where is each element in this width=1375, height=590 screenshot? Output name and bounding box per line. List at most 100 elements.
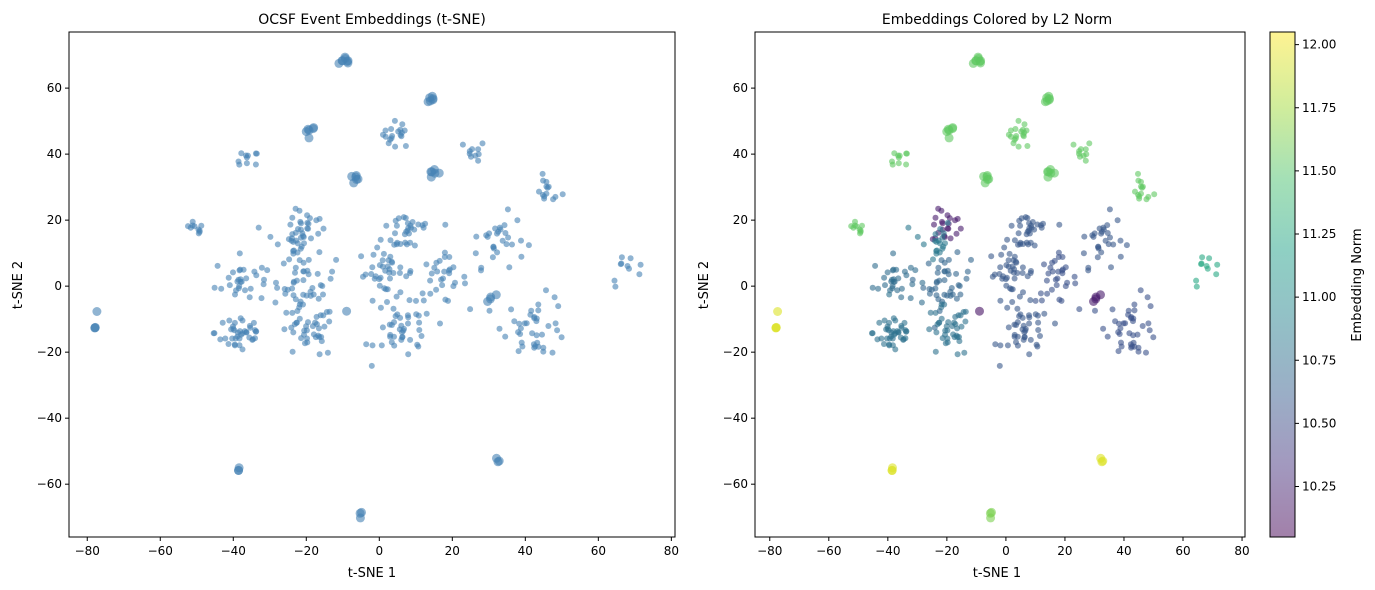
scatter-point bbox=[405, 225, 412, 232]
scatter-point bbox=[486, 307, 493, 314]
scatter-point bbox=[509, 241, 515, 248]
scatter-point bbox=[419, 290, 426, 297]
scatter-point bbox=[211, 284, 218, 291]
y-tick-label: 60 bbox=[733, 81, 748, 95]
scatter-point bbox=[1020, 241, 1026, 247]
left-y-axis: −60 −40 −20 0 20 40 60 bbox=[37, 81, 69, 491]
scatter-point bbox=[932, 309, 939, 316]
scatter-point bbox=[881, 274, 888, 281]
scatter-point bbox=[316, 334, 323, 340]
scatter-point bbox=[210, 330, 217, 337]
scatter-point bbox=[612, 283, 619, 290]
x-tick-label: 20 bbox=[445, 544, 460, 558]
scatter-point bbox=[883, 326, 890, 333]
scatter-point bbox=[218, 285, 225, 292]
scatter-point bbox=[1037, 333, 1043, 339]
x-tick-label: 80 bbox=[1234, 544, 1249, 558]
scatter-point bbox=[316, 215, 323, 222]
scatter-point bbox=[406, 230, 412, 237]
scatter-point bbox=[247, 285, 254, 292]
scatter-point bbox=[1014, 305, 1021, 312]
scatter-point bbox=[932, 285, 939, 292]
scatter-point bbox=[1086, 140, 1093, 147]
colorbar-label: Embedding Norm bbox=[1350, 228, 1365, 341]
scatter-point bbox=[1014, 270, 1021, 276]
scatter-point bbox=[933, 329, 940, 336]
scatter-point bbox=[467, 306, 474, 313]
scatter-point bbox=[240, 266, 247, 273]
scatter-point bbox=[329, 268, 336, 275]
right-plot-area bbox=[755, 32, 1245, 537]
scatter-point bbox=[290, 279, 297, 286]
scatter-point bbox=[939, 234, 946, 241]
scatter-point bbox=[942, 127, 952, 137]
scatter-point bbox=[530, 341, 537, 348]
scatter-point bbox=[287, 221, 294, 228]
scatter-point bbox=[1100, 325, 1107, 332]
scatter-point bbox=[402, 143, 409, 149]
scatter-point bbox=[903, 150, 910, 157]
scatter-point bbox=[932, 214, 939, 221]
scatter-point bbox=[378, 342, 385, 349]
scatter-point bbox=[961, 349, 968, 356]
scatter-point bbox=[420, 224, 427, 231]
scatter-point bbox=[309, 323, 316, 330]
scatter-point bbox=[1123, 242, 1130, 249]
scatter-point bbox=[1144, 294, 1151, 301]
scatter-point bbox=[1151, 191, 1158, 198]
scatter-point bbox=[234, 463, 244, 473]
scatter-point bbox=[380, 131, 386, 138]
right-x-axis: −80 −60 −40 −20 0 20 40 60 80 bbox=[757, 537, 1250, 558]
scatter-point bbox=[290, 292, 297, 299]
scatter-point bbox=[1049, 268, 1056, 275]
scatter-point bbox=[518, 339, 525, 346]
scatter-point bbox=[941, 259, 948, 266]
scatter-point bbox=[1071, 273, 1078, 280]
scatter-point bbox=[1107, 234, 1113, 241]
scatter-point bbox=[434, 268, 441, 275]
x-tick-label: 40 bbox=[1116, 544, 1131, 558]
x-tick-label: −60 bbox=[148, 544, 173, 558]
scatter-point bbox=[539, 170, 546, 177]
scatter-point bbox=[360, 273, 366, 280]
scatter-point bbox=[298, 243, 305, 250]
scatter-point bbox=[376, 282, 383, 289]
scatter-point bbox=[1096, 290, 1105, 300]
scatter-point bbox=[441, 249, 448, 256]
scatter-point bbox=[232, 291, 238, 298]
scatter-point bbox=[363, 341, 370, 348]
scatter-point bbox=[886, 291, 893, 298]
scatter-point bbox=[377, 274, 384, 281]
x-tick-label: −40 bbox=[875, 544, 900, 558]
left-y-axis-label: t-SNE 2 bbox=[11, 261, 26, 309]
scatter-point bbox=[445, 297, 451, 304]
scatter-point bbox=[1193, 277, 1200, 284]
scatter-point bbox=[397, 314, 404, 321]
scatter-point bbox=[1081, 233, 1088, 240]
scatter-point bbox=[1085, 267, 1092, 274]
scatter-point bbox=[1026, 230, 1033, 237]
scatter-point bbox=[1011, 331, 1018, 338]
scatter-point bbox=[1034, 343, 1041, 350]
scatter-point bbox=[555, 303, 562, 310]
scatter-point bbox=[368, 362, 375, 369]
scatter-point bbox=[387, 237, 394, 244]
scatter-point bbox=[881, 317, 888, 324]
right-x-axis-label: t-SNE 1 bbox=[973, 566, 1021, 581]
scatter-point bbox=[496, 325, 503, 332]
y-tick-label: −60 bbox=[37, 477, 62, 491]
scatter-point bbox=[416, 327, 423, 333]
scatter-point bbox=[303, 327, 310, 334]
scatter-point bbox=[289, 231, 296, 238]
scatter-point bbox=[502, 333, 509, 340]
y-tick-label: 40 bbox=[733, 147, 748, 161]
scatter-point bbox=[413, 311, 420, 318]
scatter-point bbox=[983, 175, 992, 184]
scatter-point bbox=[637, 261, 644, 268]
scatter-point bbox=[252, 327, 258, 334]
scatter-point bbox=[1138, 183, 1144, 190]
scatter-point bbox=[940, 243, 947, 250]
scatter-point bbox=[260, 281, 267, 288]
scatter-point bbox=[932, 231, 939, 238]
